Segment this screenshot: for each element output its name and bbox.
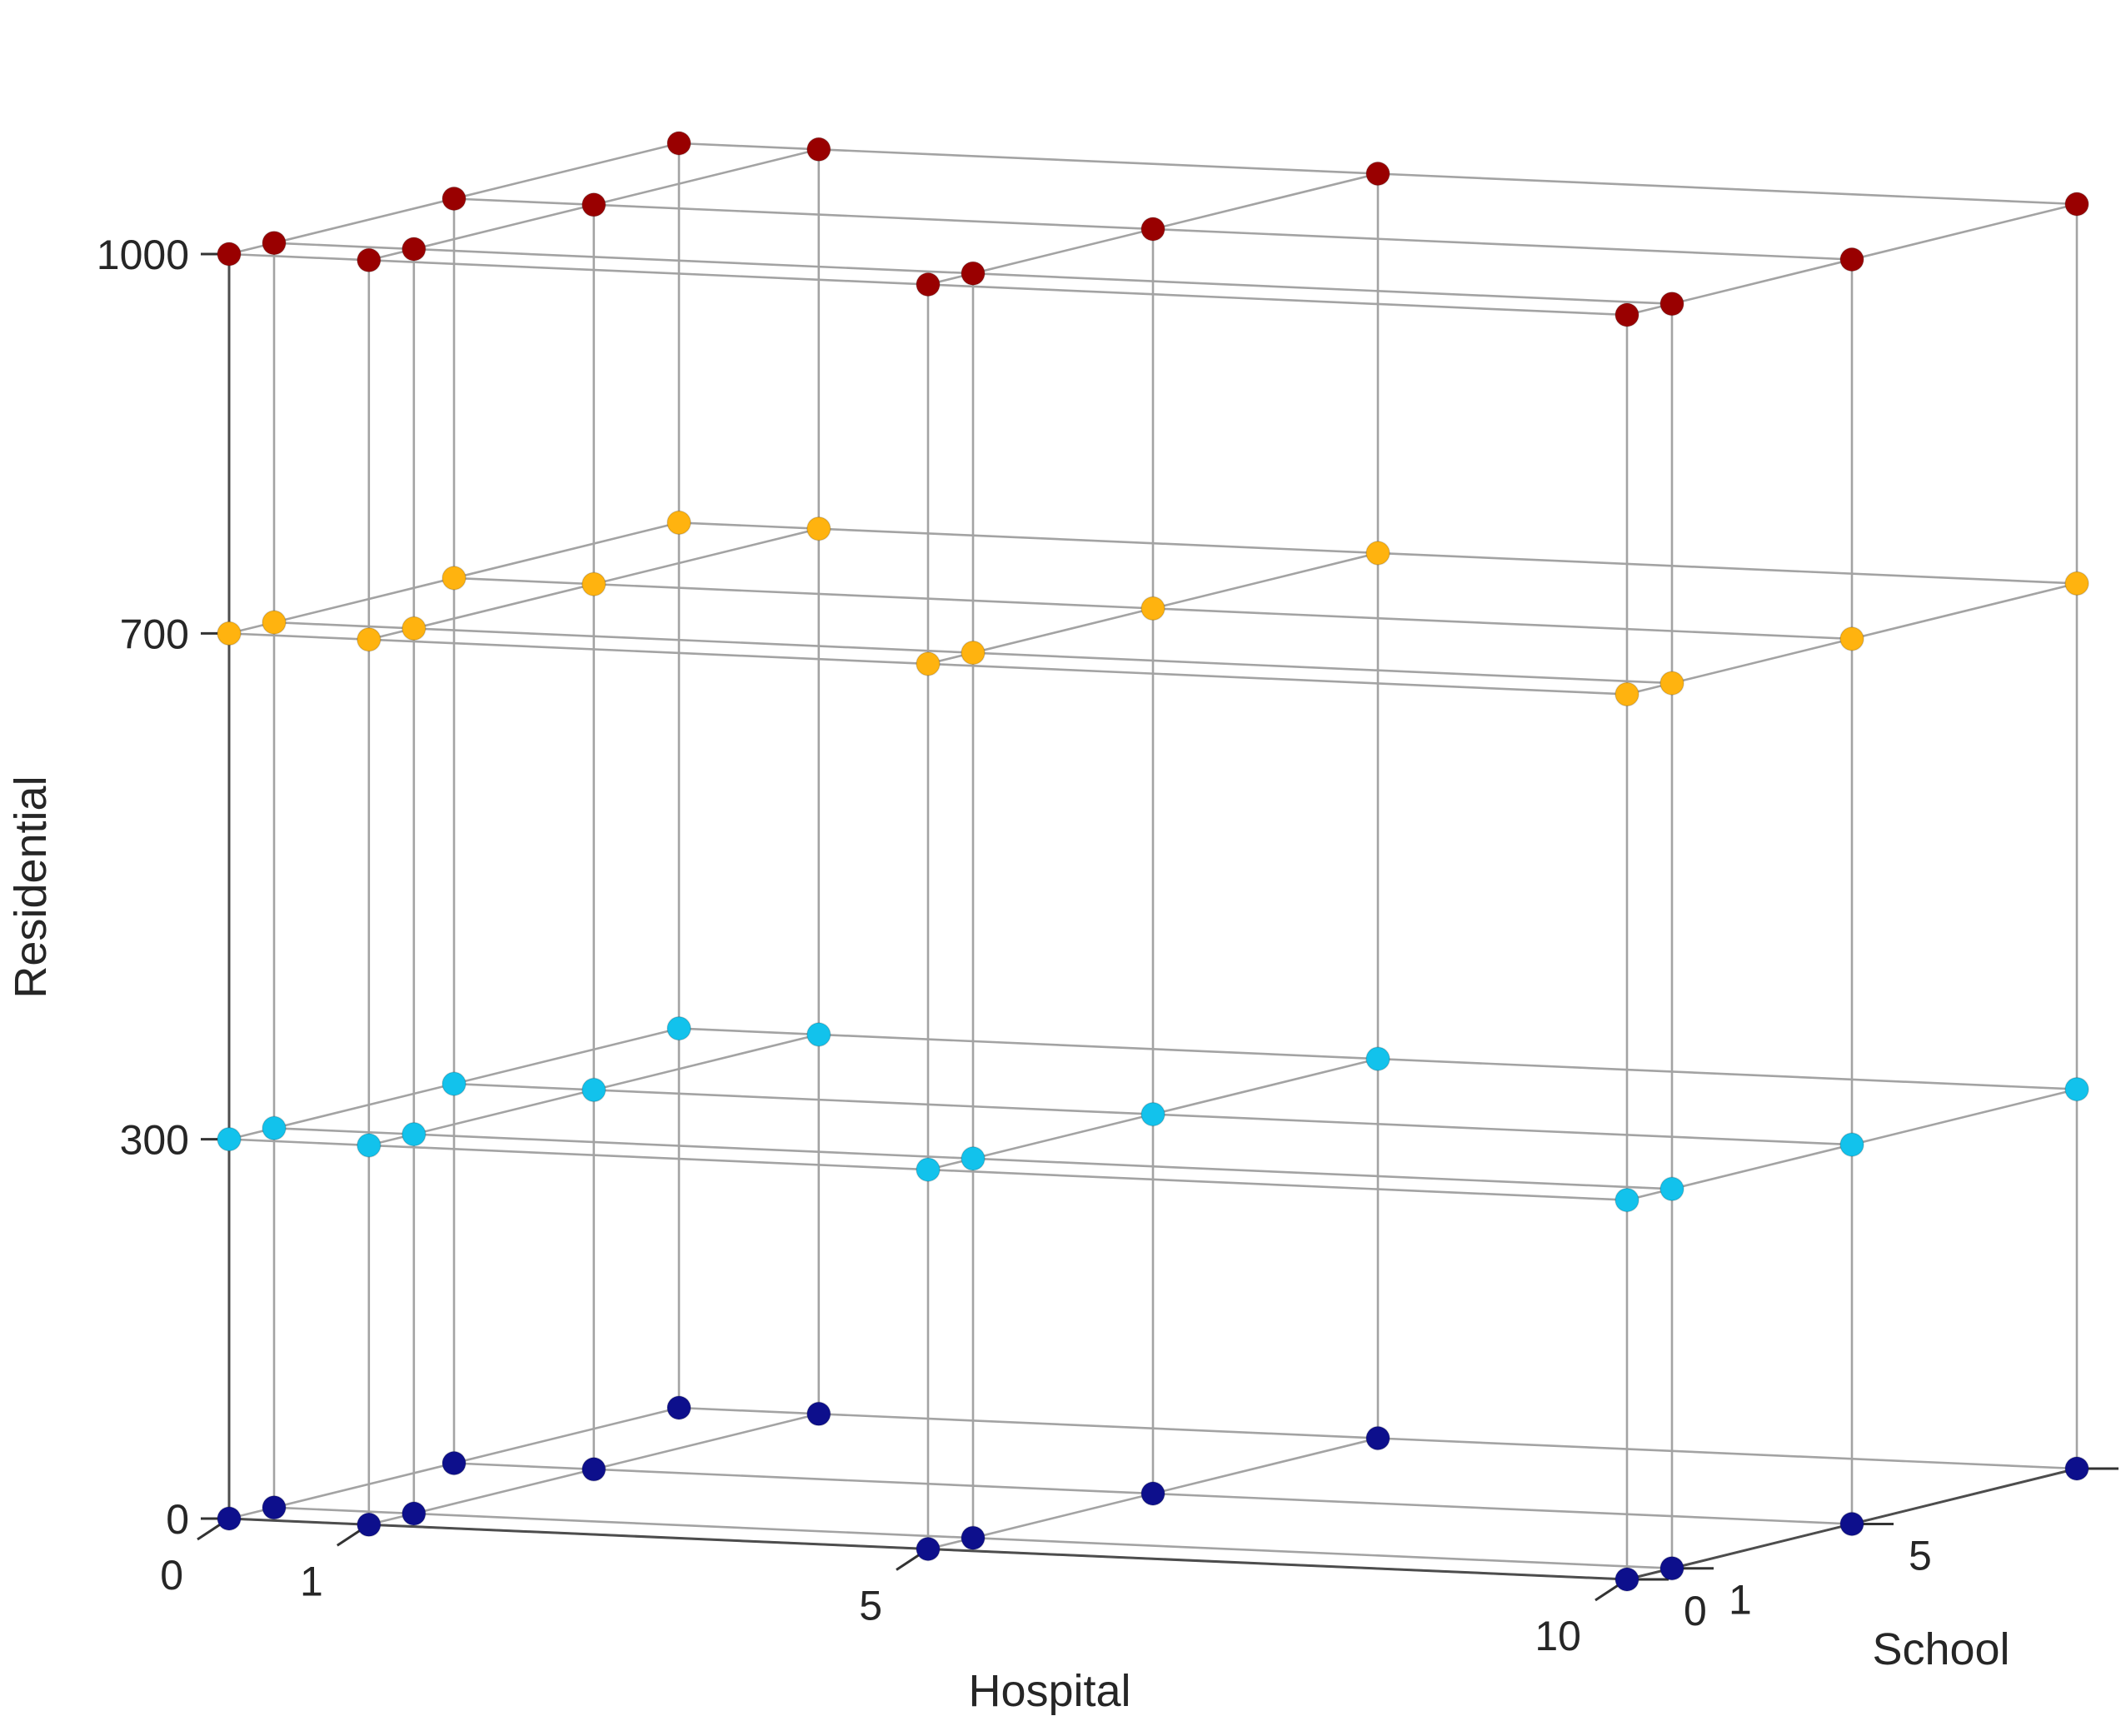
data-point — [262, 1115, 287, 1141]
data-point — [916, 651, 941, 676]
data-point — [806, 1022, 831, 1047]
data-point — [2064, 192, 2089, 217]
data-point — [581, 1077, 606, 1103]
x-tick-label: 5 — [859, 1583, 882, 1629]
data-point — [2064, 1076, 2089, 1102]
axes: 015100151003007001000 — [97, 232, 2119, 1659]
data-point — [1365, 541, 1390, 566]
data-points — [217, 131, 2089, 1592]
y-tick-label: 1 — [1729, 1577, 1752, 1624]
data-point — [666, 1015, 691, 1041]
data-point — [961, 640, 986, 666]
data-point — [1140, 1101, 1165, 1127]
data-point — [916, 1536, 941, 1562]
data-point — [1614, 681, 1639, 707]
data-point — [2064, 571, 2089, 596]
data-point — [666, 131, 691, 156]
data-point — [581, 571, 606, 596]
data-point — [581, 1457, 606, 1482]
y-axis-label: School — [1872, 1624, 2009, 1674]
z-tick-label: 0 — [166, 1496, 189, 1543]
data-point — [402, 1121, 427, 1147]
data-point — [357, 626, 382, 652]
data-point — [1839, 247, 1864, 272]
data-point — [1140, 1481, 1165, 1506]
data-point — [1659, 1176, 1684, 1202]
data-point — [1659, 1555, 1684, 1581]
data-point — [666, 1395, 691, 1420]
data-point — [217, 621, 242, 646]
data-point — [262, 610, 287, 635]
data-point — [1365, 1046, 1390, 1071]
x-tick-label: 0 — [160, 1552, 183, 1599]
data-point — [442, 1450, 467, 1476]
data-point — [402, 616, 427, 641]
x-axis-label: Hospital — [968, 1666, 1130, 1716]
data-point — [806, 516, 831, 541]
data-point — [262, 1494, 287, 1520]
x-tick-label: 1 — [300, 1558, 323, 1604]
data-point — [442, 1071, 467, 1096]
y-tick-label: 0 — [1684, 1588, 1707, 1634]
data-point — [442, 566, 467, 591]
data-point — [1140, 596, 1165, 621]
data-point — [1614, 1187, 1639, 1213]
data-point — [1140, 217, 1165, 242]
data-point — [217, 1506, 242, 1531]
data-point — [666, 510, 691, 536]
z-axis-label: Residential — [6, 776, 56, 998]
axis-labels: Hospital School Residential — [6, 776, 2010, 1716]
data-point — [357, 247, 382, 273]
data-point — [357, 1133, 382, 1158]
data-point — [1839, 1132, 1864, 1157]
data-point — [402, 237, 427, 262]
data-point — [402, 1501, 427, 1526]
y-tick-label: 5 — [1909, 1533, 1932, 1579]
data-point — [1365, 161, 1390, 187]
data-point — [806, 1401, 831, 1427]
x-tick-label: 10 — [1535, 1613, 1581, 1659]
grid-lines — [227, 142, 2079, 1581]
z-tick-label: 300 — [120, 1117, 189, 1164]
data-point — [1614, 302, 1639, 327]
data-point — [2064, 1456, 2089, 1481]
data-point — [1659, 671, 1684, 696]
data-point — [916, 272, 941, 297]
data-point — [217, 1126, 242, 1152]
data-point — [961, 1146, 986, 1171]
data-point — [961, 1525, 986, 1550]
data-point — [357, 1512, 382, 1538]
data-point — [1839, 626, 1864, 651]
data-point — [916, 1157, 941, 1182]
data-point — [1614, 1567, 1639, 1592]
data-point — [806, 137, 831, 162]
data-point — [442, 186, 467, 212]
data-point — [217, 242, 242, 267]
z-tick-label: 1000 — [97, 232, 189, 278]
data-point — [1659, 291, 1684, 317]
data-point — [1365, 1425, 1390, 1451]
data-point — [1839, 1511, 1864, 1537]
z-tick-label: 700 — [120, 611, 189, 657]
data-point — [961, 261, 986, 286]
data-point — [262, 230, 287, 256]
data-point — [581, 192, 606, 217]
